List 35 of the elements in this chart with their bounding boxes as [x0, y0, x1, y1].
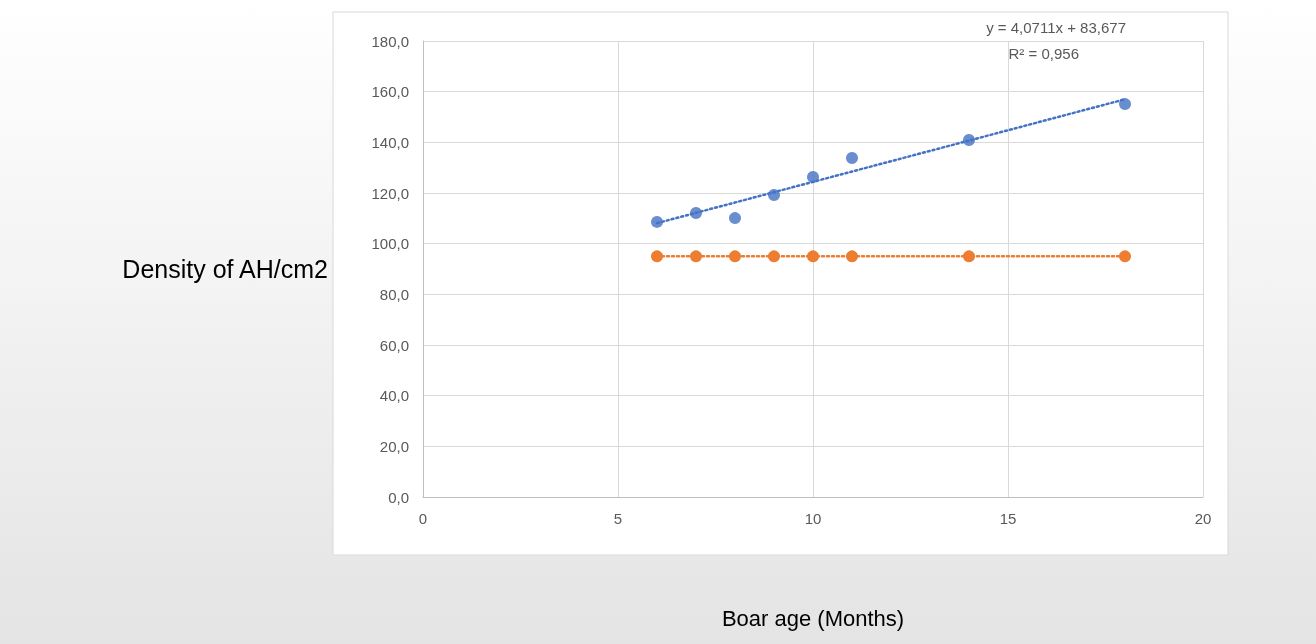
point [651, 215, 663, 228]
y-tick-label: 0,0 [388, 488, 409, 506]
y-tick-label: 60,0 [379, 336, 409, 354]
x-tick-label: 20 [1194, 510, 1212, 527]
point [690, 207, 702, 220]
point [963, 134, 975, 147]
y-tick-label: 20,0 [379, 437, 409, 455]
point [846, 152, 858, 165]
point [846, 250, 858, 263]
point [963, 250, 975, 263]
text: y = 4,0711x + 83,677 [986, 19, 1127, 36]
y-tick-label: 140,0 [371, 133, 409, 151]
point [1119, 250, 1131, 263]
point [807, 250, 819, 263]
point [768, 250, 780, 263]
y-tick-label: 100,0 [371, 235, 409, 253]
x-tick-label: 15 [999, 510, 1017, 527]
point [729, 212, 741, 225]
y-axis-title: Density of AH/cm2 [122, 255, 328, 283]
point [768, 189, 780, 202]
point [651, 250, 663, 263]
y-tick-label: 160,0 [371, 83, 409, 101]
x-tick-label: 10 [804, 510, 822, 527]
point [690, 250, 702, 263]
y-tick-label: 120,0 [371, 184, 409, 202]
y-tick-label: 40,0 [379, 387, 409, 405]
x-tick-label: 0 [418, 510, 428, 527]
point [729, 250, 741, 263]
point [807, 171, 819, 184]
x-tick-label: 5 [613, 510, 623, 527]
point [1119, 98, 1131, 111]
x-axis-title: Boar age (Months) [721, 605, 905, 631]
y-tick-label: 180,0 [371, 32, 409, 50]
y-tick-label: 80,0 [379, 285, 409, 303]
annotation: R² = 0,956 [1008, 45, 1080, 62]
